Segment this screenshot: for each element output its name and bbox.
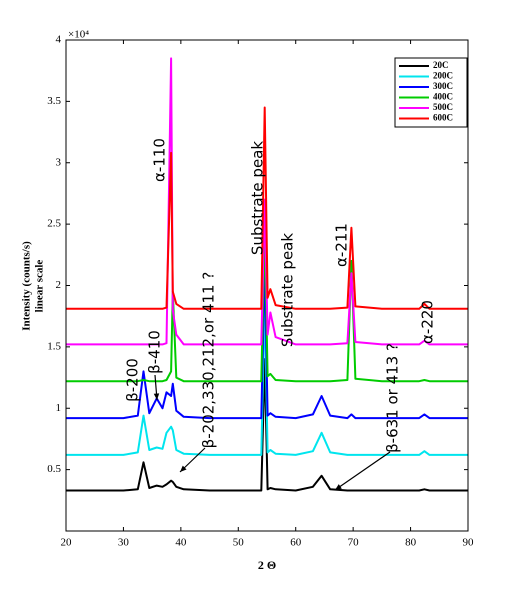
legend-label: 20C [433, 60, 449, 70]
y-tick-label: 2.5 [47, 218, 61, 230]
data-line [66, 358, 468, 492]
legend-label: 600C [433, 113, 453, 123]
y-tick-label: 3 [56, 156, 62, 168]
y-multiplier: ×10⁴ [68, 29, 89, 41]
x-axis-label: 2 Θ [258, 558, 276, 572]
plot-frame [65, 39, 469, 532]
y-tick-label: 3.5 [47, 95, 61, 107]
legend-label: 300C [433, 81, 453, 91]
x-tick-label: 80 [405, 537, 417, 549]
annotation: α-211 [333, 223, 351, 267]
data-line [66, 57, 468, 346]
x-tick-label: 50 [233, 537, 245, 549]
x-tick-label: 30 [118, 537, 130, 549]
arrow-head [153, 393, 160, 400]
data-line [66, 106, 468, 310]
y-tick-label: 1 [56, 402, 62, 414]
annotation: β-631 or 413 ? [384, 343, 402, 453]
x-tick-label: 20 [61, 537, 73, 549]
x-tick-label: 60 [290, 537, 302, 549]
y-axis-label: linear scale [34, 260, 46, 313]
arrow [334, 451, 391, 491]
x-tick-label: 70 [348, 537, 360, 549]
y-tick-label: 2 [56, 279, 62, 291]
y-tick-label: 0.5 [47, 463, 61, 475]
y-tick-label: 1.5 [47, 340, 61, 352]
x-tick-label: 90 [463, 537, 475, 549]
legend-label: 200C [433, 71, 453, 81]
arrow-head [180, 465, 187, 472]
annotation: α-220 [419, 300, 437, 344]
annotation: β-202,330,212,or 411 ? [200, 272, 218, 449]
legend-label: 400C [433, 92, 453, 102]
arrow-head [335, 484, 342, 490]
annotation: Substrate peak [279, 233, 297, 347]
annotation: β-200 [124, 358, 142, 402]
y-tick-label: 4 [56, 34, 62, 46]
legend-label: 500C [433, 102, 453, 112]
annotation: β-410 [146, 330, 164, 374]
legend-box [394, 57, 468, 128]
annotation: α-110 [151, 138, 169, 182]
annotation: Substrate peak [249, 141, 267, 255]
x-tick-label: 40 [175, 537, 187, 549]
y-axis-label: Intensity (counts/s) [21, 241, 33, 331]
